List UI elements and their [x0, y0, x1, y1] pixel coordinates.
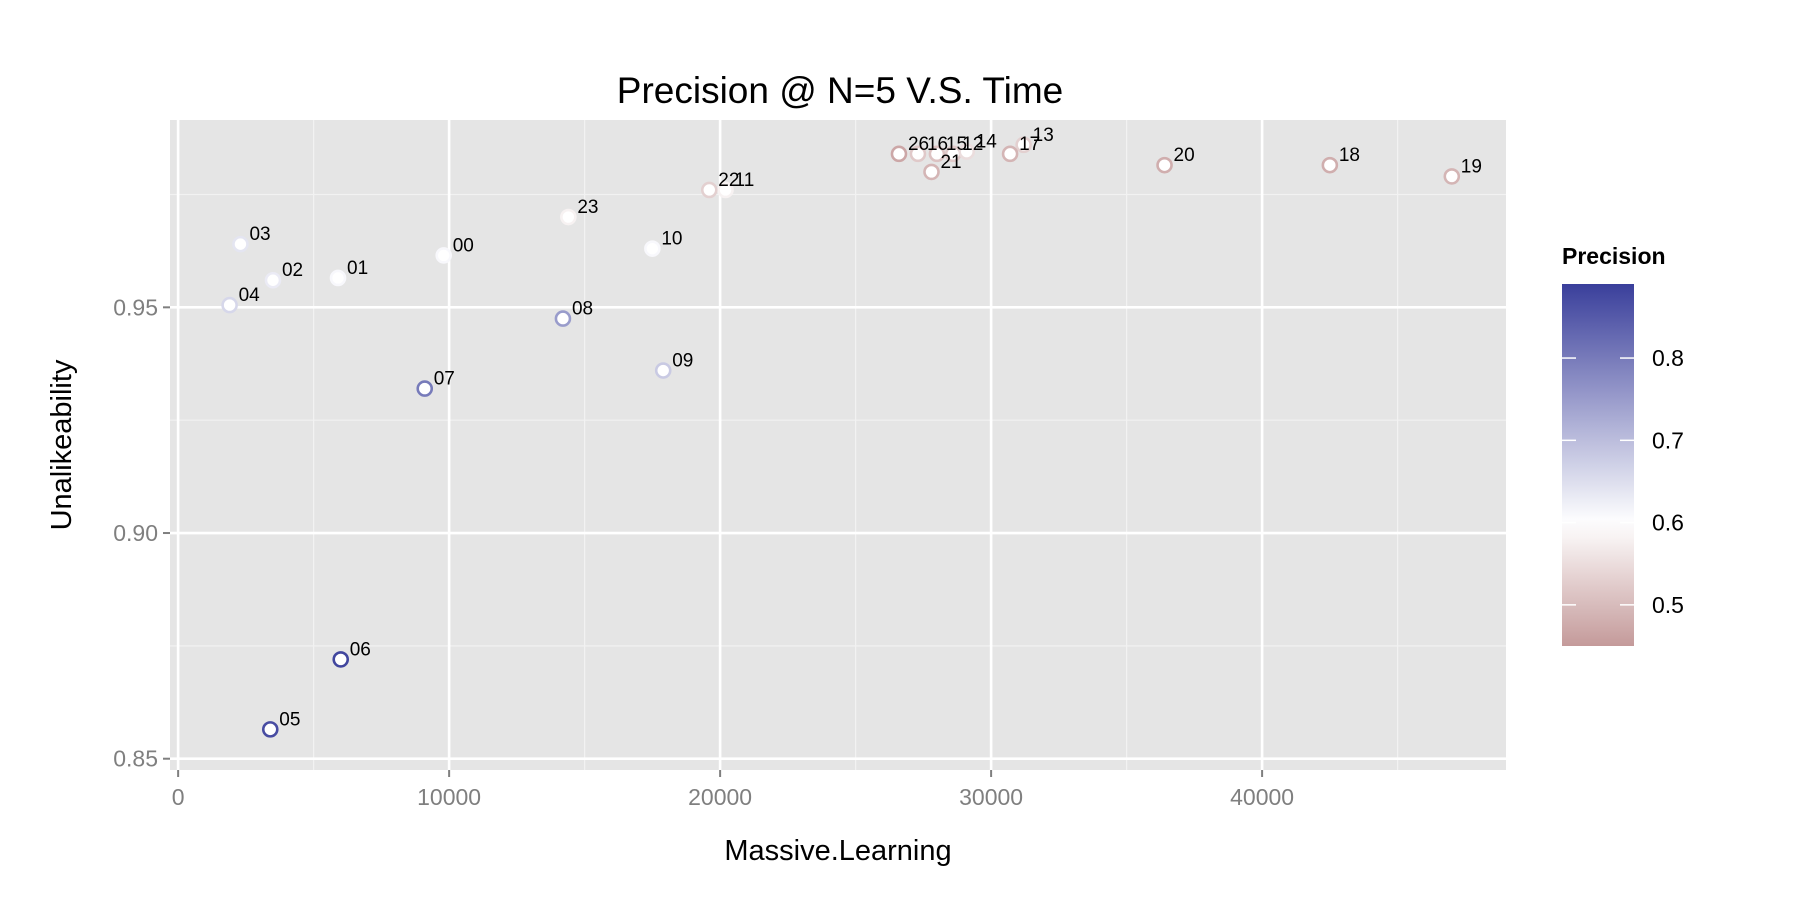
y-tick-label: 0.95: [113, 294, 158, 320]
y-tick-labels: 0.85 0.90 0.95: [113, 294, 158, 771]
point-label: 12: [962, 134, 983, 155]
point-label: 23: [577, 197, 598, 218]
point-label: 20: [1174, 145, 1195, 166]
x-tick-label: 20000: [688, 784, 752, 810]
legend-colorbar: [1562, 284, 1634, 646]
data-point: [909, 145, 927, 163]
point-label: 09: [672, 351, 693, 372]
chart-title: Precision @ N=5 V.S. Time: [617, 70, 1063, 111]
data-point: [416, 380, 434, 397]
point-label: 18: [1339, 145, 1360, 166]
x-tick-label: 10000: [417, 784, 481, 810]
point-label: 08: [572, 299, 593, 320]
point-label: 17: [1019, 134, 1040, 155]
data-point: [890, 145, 908, 163]
x-tick-labels: 0 10000 20000 30000 40000: [172, 784, 1294, 810]
point-label: 02: [282, 260, 303, 281]
point-label: 03: [249, 224, 270, 245]
major-gridlines: [170, 120, 1506, 770]
point-label: 14: [976, 132, 998, 153]
point-label: 21: [940, 152, 961, 173]
point-label: 13: [1033, 125, 1054, 146]
legend-tick-label: 0.6: [1652, 510, 1684, 536]
data-point: [560, 208, 577, 226]
point-label: 04: [239, 285, 261, 306]
data-point: [958, 143, 976, 160]
data-point: [221, 296, 238, 314]
y-tick-label: 0.90: [113, 520, 158, 546]
data-point: [654, 362, 672, 379]
data-point: [700, 181, 718, 199]
data-point: [928, 145, 946, 163]
data-point: [261, 721, 279, 738]
data-point: [1015, 136, 1032, 154]
point-label: 07: [434, 369, 455, 390]
x-axis-title: Massive.Learning: [724, 835, 951, 867]
legend-tick-label: 0.8: [1652, 345, 1684, 371]
point-label: 22: [718, 170, 739, 191]
legend-title: Precision: [1562, 243, 1666, 269]
point-label: 19: [1461, 156, 1482, 177]
legend-tick-label: 0.7: [1652, 427, 1684, 453]
data-point: [1001, 145, 1019, 163]
point-label: 00: [453, 235, 474, 256]
point-label: 06: [350, 639, 371, 660]
data-point: [717, 181, 734, 199]
minor-gridlines: [170, 120, 1506, 770]
point-label: 05: [279, 709, 300, 730]
data-point: [264, 271, 282, 289]
data-points: [221, 136, 1461, 738]
data-point: [329, 269, 347, 287]
point-label: 16: [927, 134, 948, 155]
x-tick-label: 30000: [959, 784, 1023, 810]
data-point: [1443, 168, 1461, 185]
data-point: [1321, 156, 1339, 174]
data-point: [1156, 156, 1173, 174]
x-tick-label: 0: [172, 784, 185, 810]
y-tick-label: 0.85: [113, 746, 158, 772]
data-point: [554, 310, 572, 327]
legend-ticks: 0.5 0.6 0.7 0.8: [1562, 345, 1684, 618]
point-label: 01: [347, 258, 368, 279]
plot-panel: [170, 120, 1506, 770]
data-point: [923, 163, 940, 181]
y-axis-title: Unalikeability: [46, 359, 78, 530]
point-label: 10: [661, 229, 682, 250]
point-label: 15: [946, 134, 967, 155]
point-label: 11: [735, 170, 755, 191]
legend-tick-label: 0.5: [1652, 592, 1684, 618]
point-label: 26: [908, 134, 929, 155]
data-point: [232, 235, 249, 253]
axis-ticks: [163, 306, 1264, 777]
data-point: [435, 247, 453, 264]
data-point: [332, 651, 350, 668]
data-point: [644, 240, 661, 257]
x-tick-label: 40000: [1230, 784, 1294, 810]
